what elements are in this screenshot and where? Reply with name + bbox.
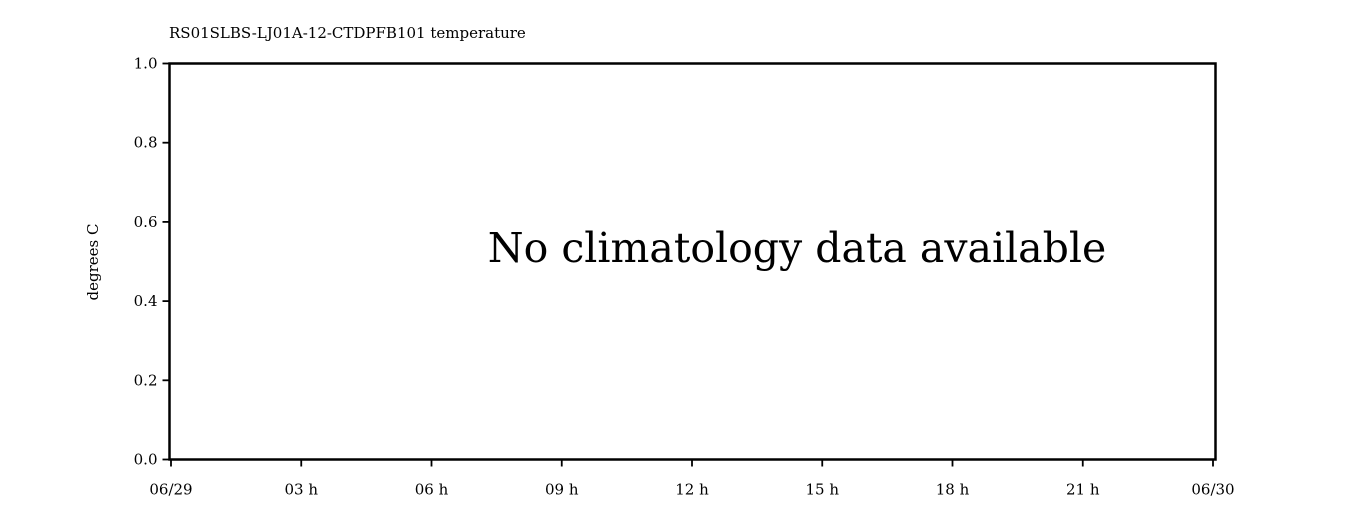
y-tick-label: 1.0 [134,55,158,73]
y-tick-label: 0.2 [134,371,158,389]
x-tick-label: 06 h [415,481,449,499]
no-data-message: No climatology data available [488,224,1106,272]
x-tick-label: 21 h [1066,481,1100,499]
x-tick-label: 06/30 [1191,481,1234,499]
chart-title: RS01SLBS-LJ01A-12-CTDPFB101 temperature [169,24,526,42]
y-tick-label: 0.4 [134,292,158,310]
x-axis-ticks: 06/29 03 h 06 h 09 h 12 h 15 h 18 h 21 h 06/30 [149,459,1235,499]
x-tick-label: 09 h [545,481,579,499]
y-tick-label: 0.0 [134,451,158,469]
x-tick-label: 12 h [675,481,709,499]
y-tick-label: 0.6 [134,213,158,231]
y-tick-label: 0.8 [134,134,158,152]
x-tick-label: 06/29 [149,481,192,499]
y-axis-label: degrees C [84,224,102,301]
x-tick-label: 15 h [805,481,839,499]
x-tick-label: 03 h [284,481,318,499]
y-axis-ticks: 0.0 0.2 0.4 0.6 0.8 1.0 [134,55,170,469]
x-tick-label: 18 h [936,481,970,499]
